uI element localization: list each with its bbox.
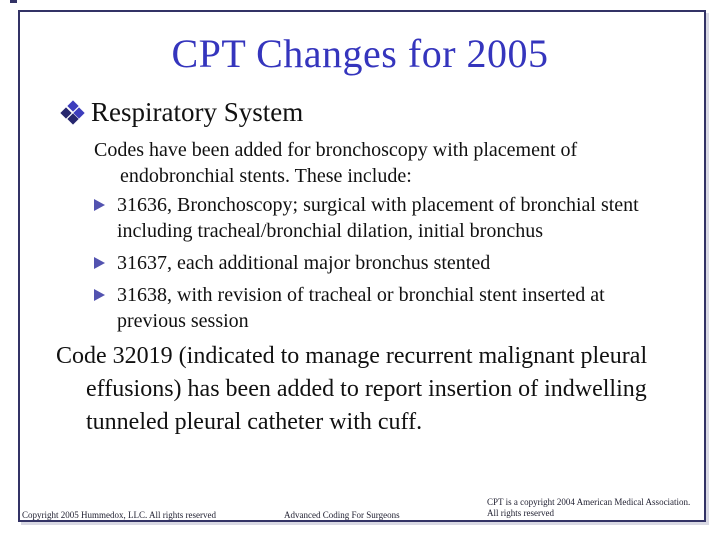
corner-decoration xyxy=(10,0,17,3)
right-arrowhead-icon xyxy=(94,257,105,269)
footer-cpt-notice-line2: All rights reserved xyxy=(487,508,554,518)
footer-cpt-notice: CPT is a copyright 2004 American Medical… xyxy=(487,497,690,519)
right-arrowhead-icon xyxy=(94,199,105,211)
code-bullet-list: 31636, Bronchoscopy; surgical with place… xyxy=(94,192,679,340)
four-diamonds-icon xyxy=(60,100,85,125)
intro-paragraph: Codes have been added for bronchoscopy w… xyxy=(94,139,578,187)
list-item: 31636, Bronchoscopy; surgical with place… xyxy=(94,192,679,244)
slide-title: CPT Changes for 2005 xyxy=(171,31,549,76)
footer-cpt-notice-line1: CPT is a copyright 2004 American Medical… xyxy=(487,497,691,507)
footer-copyright: Copyright 2005 Hummedox, LLC. All rights… xyxy=(22,510,216,520)
slide-border xyxy=(18,10,706,522)
section-heading-label: Respiratory System xyxy=(91,97,304,127)
closing-paragraph: Code 32019 (indicated to manage recurren… xyxy=(56,343,648,435)
bullet-text: 31638, with revision of tracheal or bron… xyxy=(117,284,605,332)
bullet-text: 31636, Bronchoscopy; surgical with place… xyxy=(117,194,639,242)
footer-course-name: Advanced Coding For Surgeons xyxy=(284,510,400,520)
section-heading: Respiratory System xyxy=(60,97,304,128)
list-item: 31637, each additional major bronchus st… xyxy=(94,250,679,276)
right-arrowhead-icon xyxy=(94,289,105,301)
list-item: 31638, with revision of tracheal or bron… xyxy=(94,282,679,334)
bullet-text: 31637, each additional major bronchus st… xyxy=(117,252,491,274)
